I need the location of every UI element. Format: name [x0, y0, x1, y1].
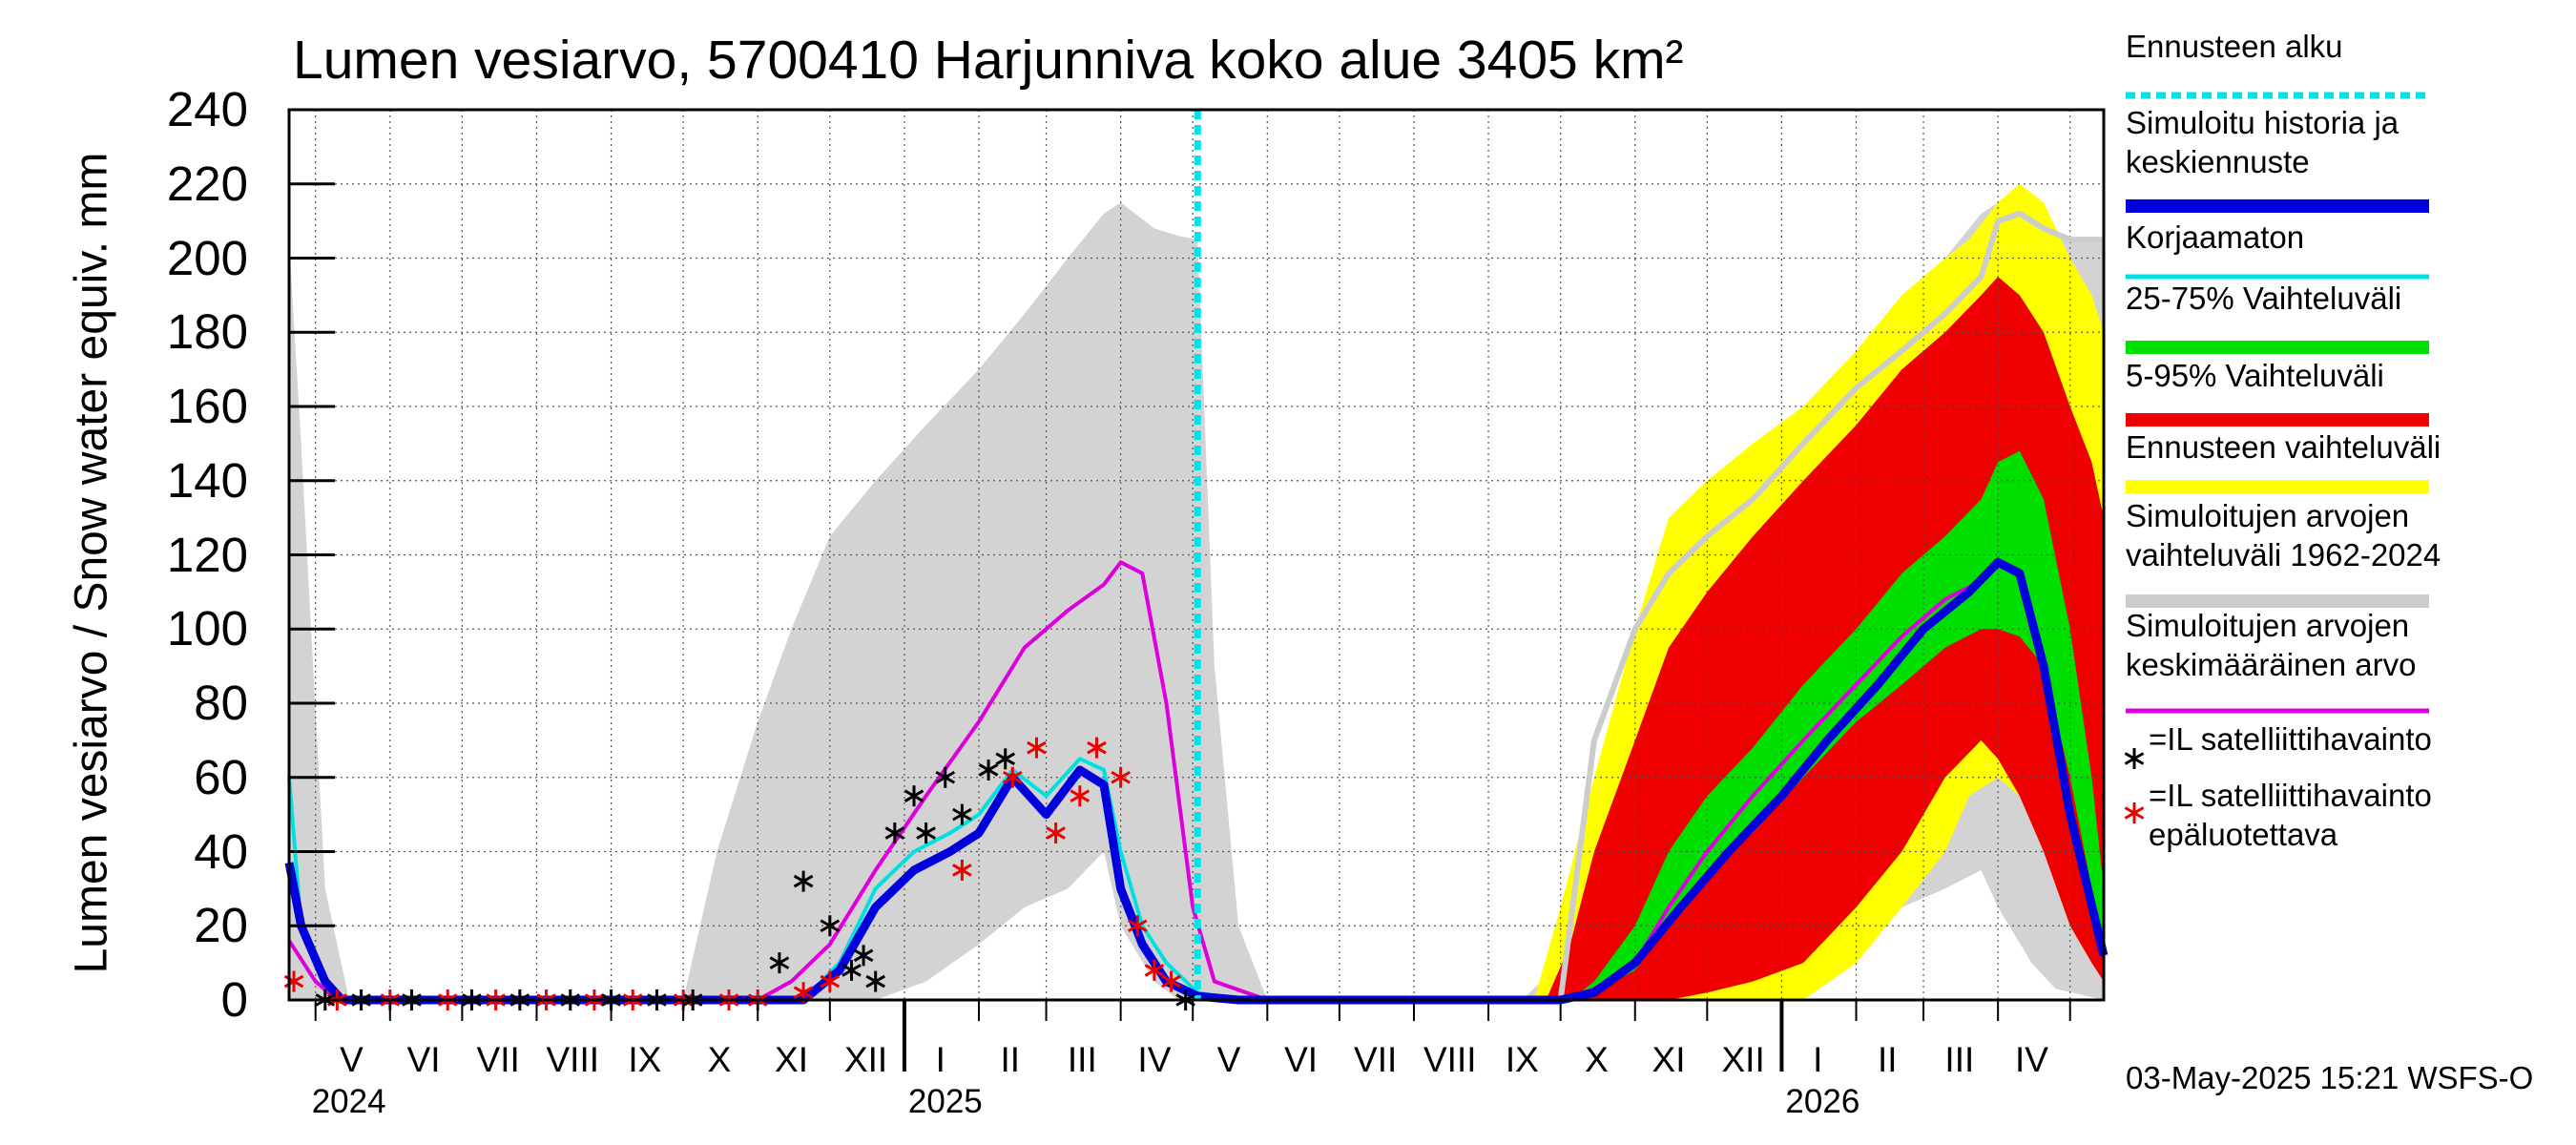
month-label: X	[1585, 1040, 1609, 1079]
month-label: IV	[1137, 1040, 1172, 1079]
month-label: VIII	[1423, 1040, 1477, 1079]
band-ee0000	[1546, 276, 2104, 1000]
y-tick-label: 0	[220, 972, 248, 1027]
satellite-marker	[995, 748, 1016, 770]
year-label: 2026	[1785, 1083, 1860, 1120]
month-label: II	[1877, 1040, 1898, 1079]
month-label: XII	[1721, 1040, 1765, 1079]
y-tick-label: 160	[166, 379, 248, 433]
legend-label: =IL satelliittihavainto	[2149, 721, 2432, 757]
satellite-marker	[1070, 785, 1091, 807]
month-label: VI	[1284, 1040, 1319, 1079]
satellite-marker	[853, 945, 874, 967]
satellite-marker	[820, 915, 841, 937]
satellite-marker	[865, 970, 886, 992]
month-label: I	[1813, 1040, 1823, 1079]
satellite-marker	[952, 859, 972, 881]
month-label: V	[340, 1040, 364, 1079]
month-label: IV	[2014, 1040, 2048, 1079]
year-label: 2024	[311, 1083, 386, 1120]
legend-label: Korjaamaton	[2126, 219, 2305, 255]
satellite-marker	[1144, 959, 1165, 981]
satellite-marker	[1161, 970, 1181, 992]
satellite-marker	[1027, 737, 1047, 759]
axes-layer	[287, 108, 2106, 1072]
legend-label: Simuloitu historia ja keskiennuste	[2126, 105, 2399, 179]
y-axis-label: Lumen vesiarvo / Snow water equiv. mm	[66, 152, 117, 974]
satellite-marker	[916, 822, 936, 844]
month-label: XI	[1652, 1040, 1686, 1079]
month-label: III	[1067, 1040, 1097, 1079]
month-label: VIII	[546, 1040, 600, 1079]
satellite-marker	[904, 785, 924, 807]
legend-label: 25-75% Vaihteluväli	[2126, 281, 2402, 316]
legend-label: Simuloitujen arvojen vaihteluväli 1962-2…	[2126, 498, 2441, 572]
y-tick-label: 140	[166, 452, 248, 508]
satellite-marker	[841, 959, 862, 981]
month-label: IX	[628, 1040, 662, 1079]
series-line	[284, 557, 2109, 1005]
satellite-marker	[769, 952, 790, 974]
month-label: V	[1216, 1040, 1241, 1079]
month-label: II	[1000, 1040, 1021, 1079]
satellite-marker	[2124, 748, 2145, 769]
footer-timestamp: 03-May-2025 15:21 WSFS-O	[2126, 1060, 2534, 1095]
legend-lines-layer	[2124, 92, 2429, 823]
y-tick-label: 240	[166, 82, 248, 136]
satellite-marker	[1087, 737, 1107, 759]
month-label: XI	[775, 1040, 808, 1079]
legend-label: Simuloitujen arvojen keskimääräinen arvo	[2126, 608, 2417, 682]
satellite-marker	[1111, 766, 1131, 788]
y-tick-label: 180	[166, 304, 248, 360]
y-tick-label: 120	[166, 527, 248, 582]
month-label: VI	[406, 1040, 441, 1079]
month-label: III	[1944, 1040, 1975, 1079]
y-tick-label: 200	[166, 230, 248, 285]
legend-label: Ennusteen alku	[2126, 29, 2343, 64]
y-tick-label: 100	[166, 601, 248, 656]
month-label: X	[707, 1040, 732, 1079]
satellite-marker	[952, 803, 972, 825]
month-label: IX	[1505, 1040, 1539, 1079]
satellite-marker	[935, 766, 956, 788]
year-label: 2025	[907, 1083, 983, 1120]
y-tick-label: 220	[166, 156, 248, 211]
legend-label: Ennusteen vaihteluväli	[2126, 429, 2441, 465]
series-line	[287, 560, 2106, 1002]
satellite-marker	[978, 759, 999, 781]
satellite-marker	[793, 870, 814, 892]
satellite-marker	[1046, 822, 1066, 844]
legend-label: 5-95% Vaihteluväli	[2126, 358, 2384, 393]
series-line	[1557, 210, 2104, 1001]
month-label: VII	[1354, 1040, 1398, 1079]
satellite-marker	[1127, 915, 1148, 937]
satellite-marker	[884, 822, 905, 844]
y-tick-label: 80	[194, 676, 248, 730]
chart-title: Lumen vesiarvo, 5700410 Harjunniva koko …	[293, 30, 1684, 91]
satellite-marker	[1002, 766, 1023, 788]
y-tick-label: 60	[194, 749, 248, 804]
month-label: VII	[476, 1040, 520, 1079]
satellite-marker	[2124, 802, 2145, 823]
y-tick-label: 40	[194, 823, 248, 879]
month-label: XII	[843, 1040, 888, 1079]
lines-layer	[284, 110, 2109, 1005]
satellite-marker	[820, 970, 841, 992]
legend-label: =IL satelliittihavainto epäluotettava	[2149, 778, 2432, 852]
y-tick-label: 20	[194, 898, 248, 953]
month-label: I	[935, 1040, 945, 1079]
